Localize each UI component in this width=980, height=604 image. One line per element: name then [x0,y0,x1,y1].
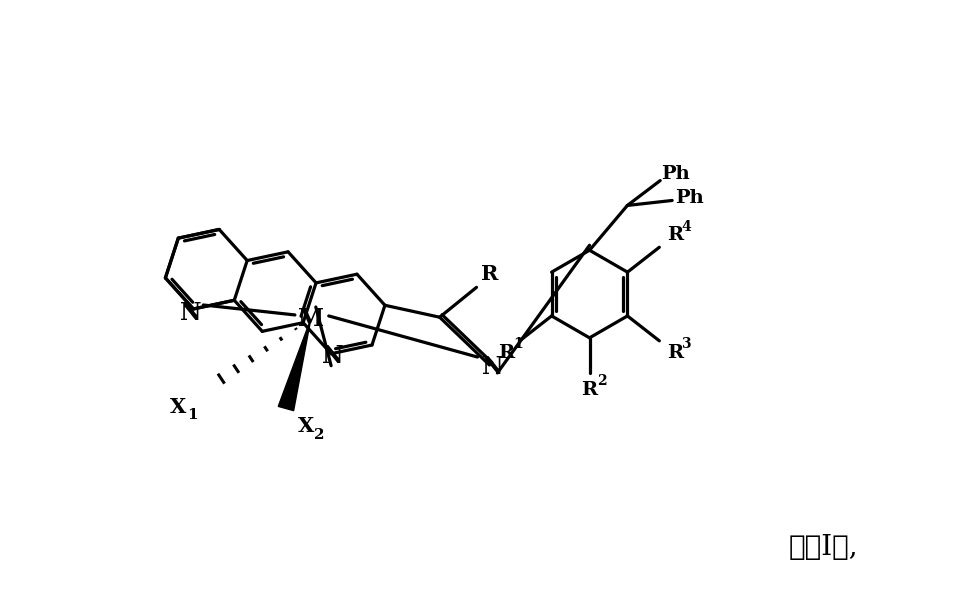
Text: 3: 3 [681,337,691,351]
Text: 1: 1 [187,408,198,422]
Text: R: R [667,226,683,244]
Text: M: M [298,307,324,331]
Text: R: R [667,344,683,362]
Text: N: N [322,344,344,368]
Text: X: X [171,396,186,417]
Polygon shape [278,319,311,411]
Text: R: R [498,344,514,362]
Text: 2: 2 [314,428,324,442]
Text: R: R [481,265,498,284]
Text: 式（Ⅰ）,: 式（Ⅰ）, [789,535,858,561]
Text: Ph: Ph [661,165,690,182]
Text: N: N [179,301,201,325]
Text: 4: 4 [681,220,691,234]
Text: R: R [581,381,598,399]
Text: X: X [298,416,314,437]
Text: 1: 1 [513,337,522,351]
Text: N: N [481,355,504,379]
Text: 2: 2 [597,374,607,388]
Text: Ph: Ph [674,190,704,208]
